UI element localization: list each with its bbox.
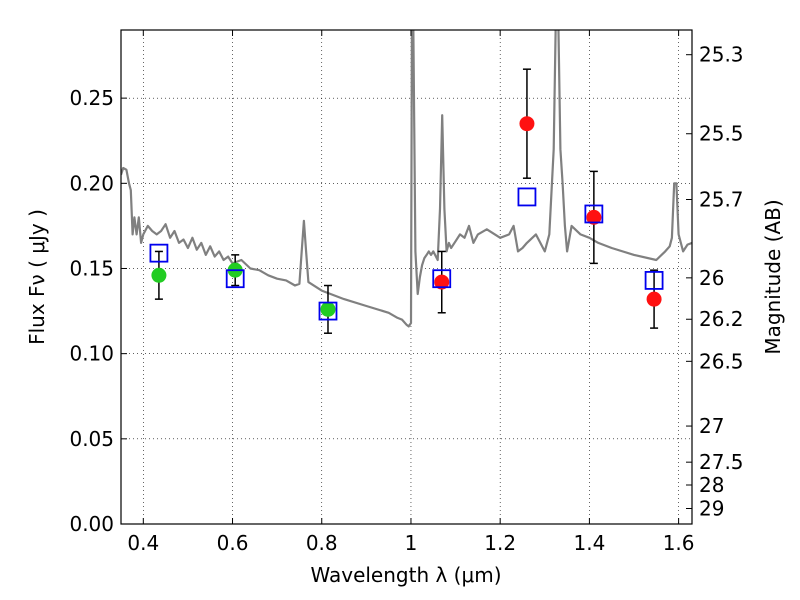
- y2-tick-label: 27.5: [699, 450, 744, 474]
- model-spectrum-line: [121, 30, 692, 328]
- y2-axis-label: Magnitude (AB): [761, 199, 785, 354]
- x-tick-label: 0.6: [217, 531, 249, 555]
- y-tick-label: 0.05: [69, 427, 114, 451]
- data-point: [320, 301, 336, 317]
- data-point: [434, 274, 450, 290]
- plot-border: [120, 29, 693, 525]
- y2-tick-label: 26.2: [699, 307, 744, 331]
- y-tick-label: 0.25: [69, 86, 114, 110]
- plot-frame: [120, 29, 693, 525]
- model-point-square: [644, 271, 664, 290]
- data-point: [646, 291, 662, 307]
- model-point-square: [517, 187, 537, 207]
- y2-tick-label: 26.5: [699, 349, 744, 373]
- data-point: [586, 209, 602, 225]
- x-axis-label: Wavelength λ (μm): [310, 563, 501, 587]
- x-tick-label: 1.6: [663, 531, 695, 555]
- model-point-square: [225, 269, 245, 289]
- x-tick-label: 0.8: [306, 531, 338, 555]
- y2-tick-label: 25.3: [699, 43, 744, 67]
- model-point-square: [318, 301, 338, 321]
- errorbar-layer: [154, 68, 659, 334]
- marker-layer: [149, 116, 664, 321]
- x-tick-label: 1.4: [573, 531, 605, 555]
- model-point-square: [432, 269, 452, 289]
- data-point: [151, 267, 167, 283]
- y2-tick-label: 27: [699, 414, 724, 438]
- data-point: [519, 116, 535, 132]
- plot-content: [121, 30, 692, 334]
- y-tick-label: 0.00: [69, 512, 114, 536]
- grid-layer: [121, 30, 692, 525]
- y2-tick-label: 28: [699, 473, 724, 497]
- x-tick-label: 1: [405, 531, 418, 555]
- y-axis-label: Flux Fν ( μJy ): [25, 209, 49, 345]
- model-point-square: [149, 243, 169, 263]
- y-tick-label: 0.10: [69, 342, 114, 366]
- y2-tick-label: 25.7: [699, 187, 744, 211]
- x-tick-label: 1.2: [484, 531, 516, 555]
- x-tick-label: 0.4: [127, 531, 159, 555]
- y-axis-ticks: 0.00 0.05 0.10 0.15 0.20 0.25: [69, 86, 127, 536]
- x-axis-ticks: 0.4 0.6 0.8 1 1.2 1.4 1.6: [127, 30, 695, 555]
- y-tick-label: 0.15: [69, 256, 114, 280]
- y2-tick-label: 25.5: [699, 122, 744, 146]
- model-point-square: [584, 204, 604, 224]
- y2-tick-label: 26: [699, 266, 724, 290]
- spectrum-layer: [121, 30, 692, 328]
- y2-tick-label: 29: [699, 496, 724, 520]
- y-tick-label: 0.20: [69, 171, 114, 195]
